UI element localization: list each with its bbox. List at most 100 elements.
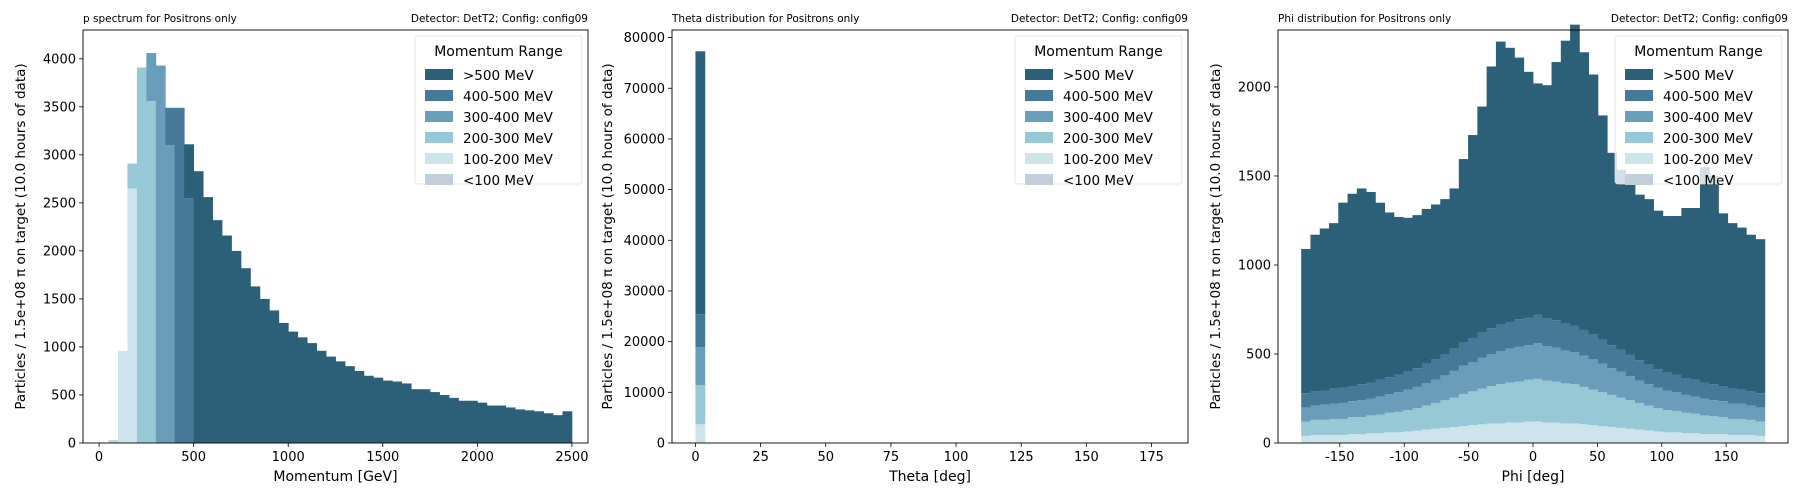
bar: [1570, 384, 1580, 423]
bar: [515, 409, 525, 443]
bar: [1709, 434, 1719, 443]
bar: [194, 171, 204, 443]
bar: [1320, 405, 1330, 420]
bar: [1552, 382, 1562, 423]
bar: [1533, 422, 1543, 443]
bar: [1691, 433, 1701, 443]
bar: [1672, 432, 1682, 443]
x-tick-label: 150: [1714, 450, 1739, 465]
bar: [1338, 388, 1348, 403]
legend-swatch: [1625, 111, 1653, 122]
bar: [1524, 345, 1534, 380]
bar: [1570, 352, 1580, 384]
legend-swatch: [1025, 90, 1053, 101]
bar: [203, 197, 213, 443]
x-tick-label: 1000: [272, 450, 305, 465]
legend-swatch: [425, 69, 453, 80]
bar: [1746, 235, 1756, 392]
bar: [1626, 400, 1636, 428]
bar: [184, 198, 194, 443]
legend-label: 200-300 MeV: [1063, 131, 1154, 147]
x-tick-label: 100: [944, 450, 969, 465]
bar: [1691, 397, 1701, 414]
bar: [1598, 392, 1608, 426]
x-tick-label: 50: [817, 450, 834, 465]
bar: [364, 376, 374, 443]
legend-label: >500 MeV: [1663, 68, 1734, 84]
x-tick-label: -100: [1389, 450, 1419, 465]
y-tick-label: 40000: [624, 234, 665, 249]
bar: [1477, 389, 1487, 425]
bar: [1635, 195, 1645, 361]
bar: [1310, 420, 1320, 435]
bar: [1450, 398, 1460, 427]
bar: [1598, 426, 1608, 443]
bar: [1709, 176, 1719, 384]
bar: [1533, 343, 1543, 379]
bar: [1756, 436, 1766, 443]
y-tick-label: 0: [657, 437, 665, 452]
bar: [1459, 394, 1469, 426]
bar: [1561, 423, 1571, 443]
bar: [1375, 433, 1385, 443]
bar: [1310, 406, 1320, 420]
x-tick-label: 0: [691, 450, 699, 465]
bar: [1514, 347, 1524, 382]
bar: [231, 251, 241, 443]
bar: [1310, 435, 1320, 443]
bar: [1635, 403, 1645, 430]
bar: [1487, 354, 1497, 386]
bar: [1375, 415, 1385, 434]
bar: [1737, 404, 1747, 419]
bar: [1672, 411, 1682, 432]
legend-title: Momentum Range: [1634, 44, 1763, 60]
bar: [695, 314, 705, 347]
bar: [695, 385, 705, 424]
bar: [1681, 208, 1691, 378]
bar: [1329, 435, 1339, 443]
bar: [1412, 431, 1422, 443]
legend-label: 400-500 MeV: [1663, 89, 1754, 105]
bar: [1700, 415, 1710, 434]
bar: [553, 415, 563, 443]
bar: [1348, 401, 1358, 417]
bar: [1589, 390, 1599, 426]
bar: [1412, 387, 1422, 408]
legend-swatch: [425, 111, 453, 122]
bar: [1459, 426, 1469, 443]
bar: [383, 381, 393, 443]
bar: [525, 410, 535, 443]
bar: [1728, 435, 1738, 443]
bar: [1440, 375, 1450, 400]
bar: [1635, 430, 1645, 443]
bars-group: [695, 51, 705, 443]
x-axis-label: Momentum [GeV]: [273, 469, 397, 485]
bar: [1320, 435, 1330, 443]
legend-swatch: [425, 153, 453, 164]
bar: [1338, 435, 1348, 443]
bar: [1737, 390, 1747, 404]
bar: [1366, 192, 1376, 382]
y-axis-label: Particles / 1.5e+08 π on target (10.0 ho…: [1208, 63, 1224, 409]
bar: [1663, 390, 1673, 410]
bar: [1691, 414, 1701, 434]
bar: [1450, 427, 1460, 443]
bar: [165, 145, 175, 443]
bar: [1542, 85, 1552, 318]
bar: [213, 220, 223, 443]
bar: [1681, 378, 1691, 395]
legend-label: <100 MeV: [463, 173, 534, 189]
legend-swatch: [1625, 132, 1653, 143]
x-tick-label: -50: [1458, 450, 1479, 465]
bar: [1756, 239, 1766, 393]
y-tick-label: 10000: [624, 386, 665, 401]
bar: [402, 383, 412, 443]
bar: [1403, 390, 1413, 410]
bar: [1514, 58, 1524, 320]
bar: [544, 413, 554, 443]
bar: [1422, 209, 1432, 364]
bar: [1672, 216, 1682, 374]
x-tick-label: 150: [1074, 450, 1099, 465]
